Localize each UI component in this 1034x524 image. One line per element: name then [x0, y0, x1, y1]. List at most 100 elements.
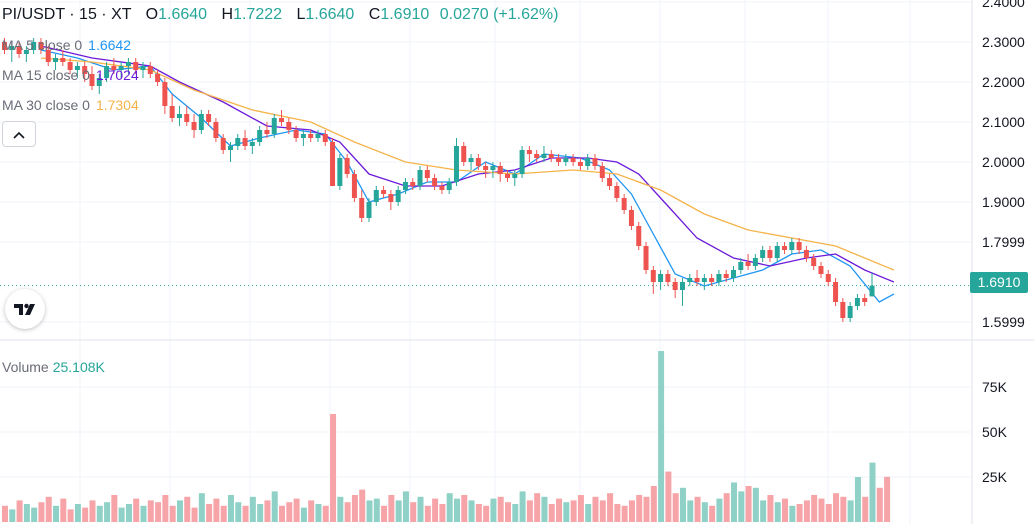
price-tick-label: 2.2000 — [982, 74, 1025, 90]
volume-bar — [592, 496, 599, 522]
volume-bar — [89, 500, 96, 522]
volume-bar — [599, 500, 606, 522]
volume-bar — [9, 509, 16, 522]
volume-bar — [74, 504, 81, 522]
volume-bar — [643, 496, 650, 522]
candle-body — [490, 166, 496, 170]
candle-body — [395, 190, 401, 202]
volume-bar — [53, 505, 60, 522]
candle-body — [505, 174, 511, 178]
candle-body — [198, 114, 204, 130]
candle-body — [592, 158, 598, 166]
ma15-legend[interactable]: MA 15 close 0 1.7024 — [2, 67, 139, 83]
candle-body — [468, 158, 474, 162]
candle-body — [709, 278, 715, 282]
volume-tick-label: 25K — [982, 469, 1008, 485]
volume-bar — [505, 502, 512, 522]
volume-bar — [388, 495, 395, 522]
candle-body — [359, 198, 365, 218]
volume-bar — [679, 487, 686, 522]
candle-body — [155, 74, 161, 82]
ma5-label: MA 5 close 0 — [2, 37, 83, 53]
volume-bar — [548, 504, 555, 522]
volume-bar — [82, 507, 89, 522]
candle-body — [279, 118, 285, 122]
candle-body — [249, 142, 255, 146]
volume-bar — [782, 498, 789, 522]
volume-bar — [818, 498, 825, 522]
volume-bar — [811, 495, 818, 522]
ma30-legend[interactable]: MA 30 close 0 1.7304 — [2, 97, 139, 113]
volume-bar — [60, 498, 67, 522]
symbol-title[interactable]: PI/USDT · 15 · XT — [2, 6, 132, 23]
volume-bar — [862, 496, 869, 522]
volume-bar — [366, 500, 373, 522]
volume-legend[interactable]: Volume 25.108K — [2, 359, 105, 375]
volume-bar — [410, 502, 417, 522]
ma15-label: MA 15 close 0 — [2, 67, 90, 83]
price-axis: 2.4000 2.3000 2.2000 2.1000 2.0000 1.9000 1.79… — [982, 0, 1025, 485]
volume-bar — [198, 493, 205, 522]
volume-bar — [23, 504, 30, 522]
close-value: 1.6910 — [380, 6, 430, 23]
open-value: 1.6640 — [158, 6, 208, 23]
volume-bar — [439, 504, 446, 522]
volume-bar — [315, 504, 322, 522]
volume-bar — [854, 477, 861, 522]
tradingview-logo[interactable] — [5, 289, 45, 329]
candle-body — [767, 250, 773, 258]
volume-value: 25.108K — [52, 359, 105, 375]
candle-body — [847, 306, 853, 318]
volume-bar — [279, 505, 286, 522]
volume-bar — [125, 504, 132, 522]
volume-bar — [351, 495, 358, 522]
candle-body — [854, 298, 860, 306]
volume-bar — [67, 509, 74, 522]
price-tick-label: 2.0000 — [982, 154, 1025, 170]
volume-bar — [133, 498, 140, 522]
volume-bar — [665, 471, 672, 522]
volume-bar — [731, 482, 737, 522]
volume-bar — [213, 498, 220, 522]
high-label: H — [221, 6, 234, 23]
candle-body — [45, 50, 51, 62]
candle-body — [687, 278, 693, 282]
volume-bar — [876, 487, 883, 522]
volume-tick-label: 50K — [982, 424, 1008, 440]
candle-body — [351, 174, 357, 198]
volume-bar — [206, 504, 213, 522]
candle-body — [475, 158, 481, 166]
volume-bar — [322, 505, 329, 522]
volume-bar — [497, 496, 504, 522]
candle-body — [96, 78, 102, 86]
candle-body — [738, 262, 744, 270]
volume-bar — [293, 498, 300, 522]
volume-bar — [803, 500, 810, 522]
candle-body — [293, 130, 299, 138]
volume-bar — [694, 496, 701, 522]
volume-bar — [519, 491, 526, 522]
candle-body — [300, 134, 306, 138]
candle-body — [111, 66, 117, 70]
candle-body — [89, 74, 95, 86]
ma5-value: 1.6642 — [88, 37, 131, 53]
volume-bar — [650, 486, 657, 522]
candle-body — [548, 154, 554, 158]
candle-body — [585, 158, 591, 166]
ma5-legend[interactable]: MA 5 close 0 1.6642 — [2, 37, 131, 53]
volume-bar — [417, 496, 424, 522]
volume-bar — [220, 505, 227, 522]
volume-bar — [373, 498, 380, 522]
candle-body — [782, 246, 788, 250]
candle-body — [607, 178, 613, 186]
price-tick-label: 2.1000 — [982, 114, 1025, 130]
candle-body — [242, 138, 248, 146]
collapse-legend-button[interactable] — [2, 121, 36, 147]
volume-bar — [140, 505, 147, 522]
volume-bar — [249, 496, 256, 522]
volume-bar — [118, 507, 125, 522]
candle-body — [118, 66, 124, 70]
candle-body — [665, 274, 671, 282]
volume-bar — [614, 504, 621, 522]
